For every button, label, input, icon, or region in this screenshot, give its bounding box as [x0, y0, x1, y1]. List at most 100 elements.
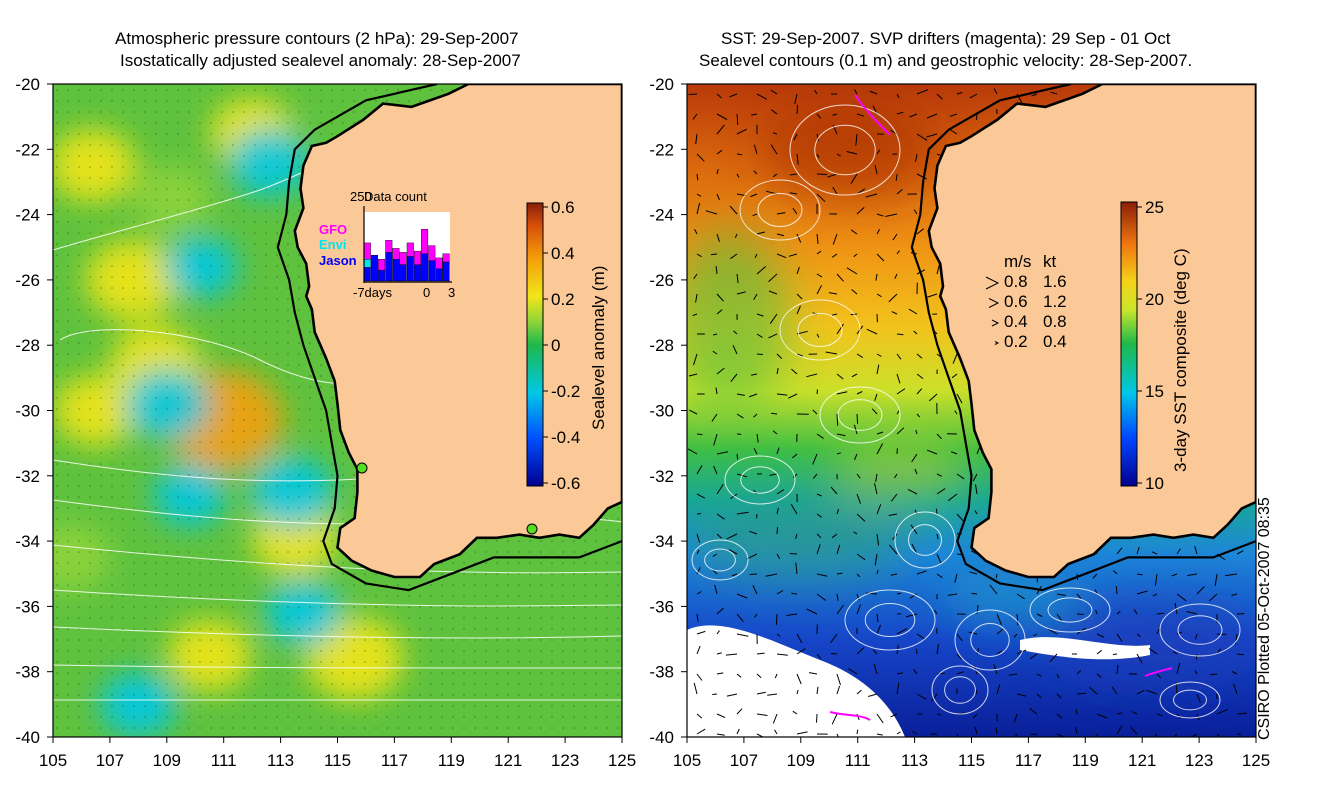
- velocity-arrow: [776, 553, 781, 560]
- inset-bar-envi: [363, 259, 371, 268]
- velocity-arrow: [872, 649, 878, 655]
- colorbar-tick-label: 0: [551, 336, 560, 355]
- velocity-arrow: [713, 465, 718, 475]
- right-colorbar: 25 20 15 10 3-day SST composite (deg C): [1120, 198, 1190, 493]
- velocity-arrow: [972, 473, 978, 482]
- velocity-arrow: [748, 393, 758, 398]
- right-map-panel: 105 107 109 111 113 115 117 119 121 123 125 -20 -22…: [649, 75, 1270, 770]
- velocity-arrow: [725, 653, 738, 656]
- velocity-arrow: [716, 652, 722, 655]
- velocity-arrow: [692, 313, 698, 317]
- velocity-arrow: [796, 673, 802, 685]
- velocity-arrow: [936, 488, 946, 495]
- velocity-arrow: [1233, 683, 1238, 695]
- velocity-arrow: [806, 608, 818, 615]
- velocity-arrow: [776, 633, 781, 637]
- velocity-arrow: [696, 549, 700, 555]
- velocity-arrow: [796, 293, 803, 300]
- velocity-arrow: [876, 569, 879, 575]
- velocity-arrow: [1116, 547, 1123, 555]
- velocity-arrow: [832, 186, 838, 195]
- velocity-arrow: [1016, 649, 1027, 655]
- velocity-arrow: [915, 153, 918, 162]
- velocity-arrow: [1096, 713, 1108, 719]
- left-colorbar: 0.6 0.4 0.2 0 -0.2 -0.4 -0.6 Sealevel anomaly …: [526, 198, 608, 493]
- velocity-arrow: [736, 393, 745, 396]
- velocity-arrow: [1116, 725, 1123, 735]
- x-tick-label: 111: [211, 751, 237, 770]
- velocity-arrow: [1029, 653, 1038, 660]
- velocity-arrow: [947, 593, 958, 596]
- velocity-arrow: [916, 228, 925, 235]
- velocity-arrow: [1075, 709, 1078, 715]
- velocity-arrow: [856, 604, 861, 615]
- velocity-arrow: [1036, 693, 1042, 699]
- velocity-arrow: [1153, 733, 1158, 737]
- velocity-arrow: [936, 433, 942, 440]
- y-tick-label: -28: [649, 336, 674, 355]
- velocity-arrow: [913, 669, 918, 675]
- velocity-arrow: [876, 713, 884, 724]
- velocity-arrow: [856, 391, 863, 395]
- velocity-arrow: [814, 89, 818, 95]
- velocity-arrow: [950, 451, 958, 455]
- velocity-arrow: [909, 113, 918, 118]
- velocity-arrow: [816, 513, 822, 518]
- x-tick-label: 109: [787, 751, 815, 770]
- x-tick-label: 113: [901, 751, 928, 770]
- inset-bar-jason: [421, 253, 429, 282]
- velocity-arrow: [696, 567, 701, 575]
- colorbar-tick-label: 0.4: [551, 244, 575, 263]
- velocity-arrow: [916, 413, 921, 418]
- velocity-arrow: [956, 393, 963, 404]
- svp-drifter-track-north: [854, 94, 891, 136]
- velocity-arrow: [936, 573, 943, 579]
- velocity-arrow: [916, 89, 929, 95]
- velocity-arrow: [934, 609, 938, 615]
- velocity-arrow: [876, 431, 884, 435]
- sealevel-contour-ring: [970, 623, 1010, 657]
- velocity-arrow: [856, 113, 865, 117]
- velocity-arrow: [1089, 686, 1098, 695]
- velocity-arrow: [713, 433, 718, 446]
- velocity-arrow: [695, 133, 698, 145]
- velocity-arrow: [914, 468, 918, 475]
- velocity-arrow: [851, 373, 858, 378]
- velocity-arrow: [716, 630, 720, 635]
- velocity-arrow: [816, 233, 819, 244]
- velocity-legend-ms: 0.4: [1004, 312, 1028, 331]
- velocity-arrow: [816, 133, 820, 142]
- velocity-arrow: [885, 213, 898, 217]
- velocity-arrow: [1076, 670, 1082, 675]
- velocity-arrow: [1231, 593, 1238, 596]
- right-map-shelf-contour: [910, 84, 1256, 592]
- x-tick-label: 107: [730, 751, 758, 770]
- inset-title: Data count: [364, 189, 427, 204]
- velocity-arrow: [1096, 649, 1102, 655]
- velocity-arrow: [756, 266, 767, 275]
- velocity-legend-kt: 0.8: [1043, 312, 1067, 331]
- velocity-arrow: [1031, 93, 1038, 97]
- inset-bar-jason: [414, 264, 422, 282]
- velocity-arrow: [831, 313, 838, 316]
- velocity-arrow: [716, 293, 724, 302]
- velocity-arrow: [816, 193, 826, 203]
- velocity-arrow: [1156, 713, 1163, 717]
- y-tick-label: -30: [15, 402, 40, 421]
- velocity-arrow: [950, 129, 958, 135]
- velocity-arrow: [846, 267, 858, 275]
- velocity-arrow: [794, 93, 798, 105]
- y-tick-label: -26: [15, 271, 40, 290]
- velocity-arrow: [1176, 631, 1183, 635]
- velocity-arrow: [1136, 590, 1148, 595]
- velocity-arrow: [956, 92, 963, 95]
- velocity-arrow: [836, 604, 845, 615]
- velocity-arrow: [776, 368, 779, 375]
- sealevel-contour-ring: [740, 466, 780, 494]
- sealevel-contour-ring: [1047, 597, 1093, 623]
- sealevel-contour-ring: [739, 179, 821, 241]
- velocity-arrow: [756, 713, 768, 716]
- y-tick-label: -24: [15, 206, 40, 225]
- velocity-arrow: [1030, 733, 1038, 735]
- velocity-arrow: [896, 388, 906, 395]
